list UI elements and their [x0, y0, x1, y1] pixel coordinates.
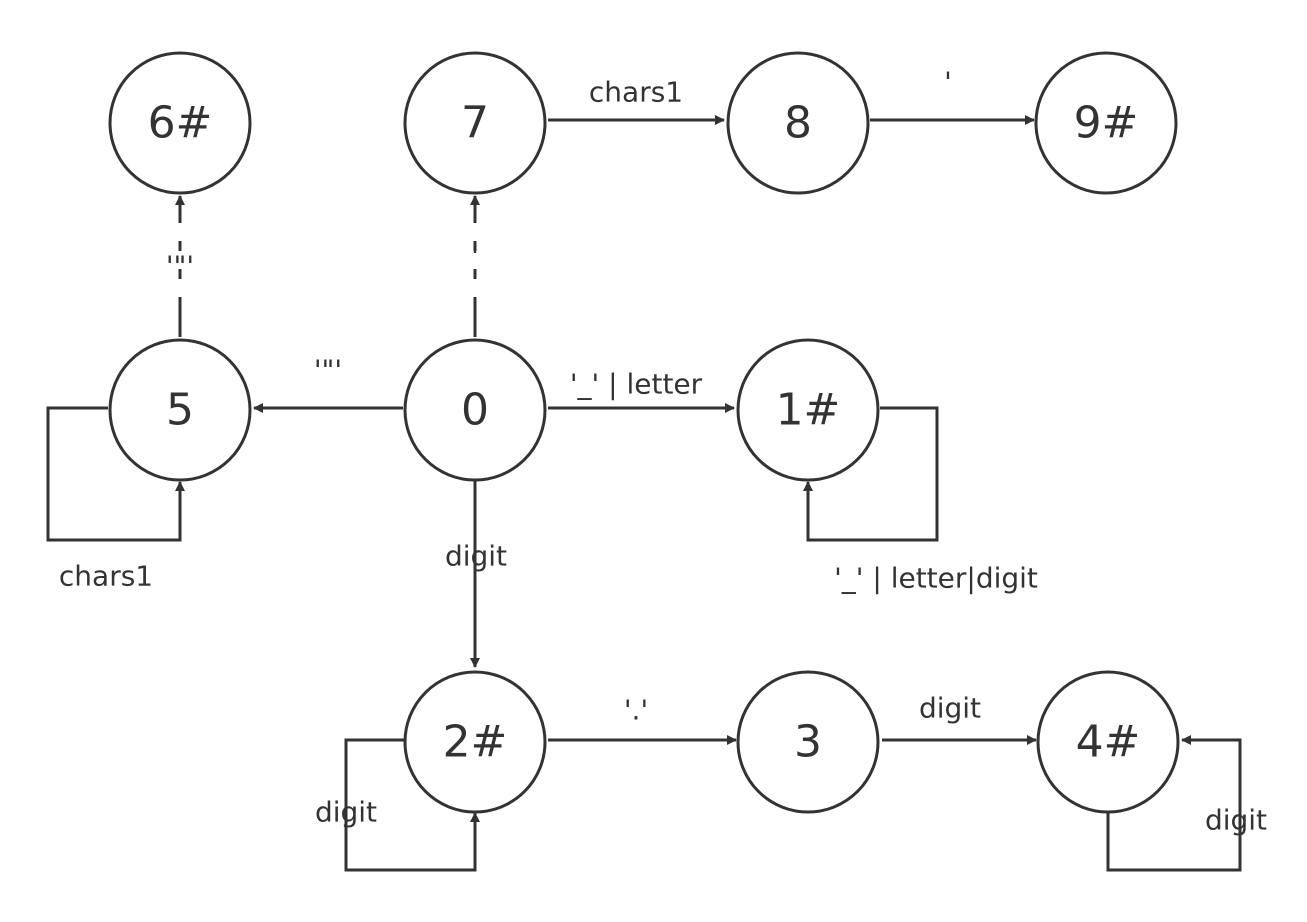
state-5: 5 — [108, 338, 252, 482]
state-7-label: 7 — [461, 98, 489, 149]
label-2-2: digit — [315, 796, 377, 829]
label-5-5: chars1 — [59, 560, 153, 593]
label-3-4: digit — [919, 692, 981, 725]
state-1: 1# — [736, 338, 880, 482]
state-8-label: 8 — [784, 98, 812, 149]
label-5-6: '"' — [166, 250, 194, 283]
label-8-9: ' — [944, 66, 952, 99]
label-4-4: digit — [1205, 804, 1267, 837]
label-2-3: '.' — [624, 694, 648, 727]
state-6-label: 6# — [148, 98, 213, 149]
state-3: 3 — [736, 670, 880, 814]
state-0-label: 0 — [461, 385, 489, 436]
state-6: 6# — [108, 51, 252, 195]
label-0-1: '_' | letter — [570, 368, 703, 401]
state-7: 7 — [403, 51, 547, 195]
label-0-7: ' — [471, 240, 479, 273]
state-9: 9# — [1034, 51, 1178, 195]
state-2: 2# — [403, 670, 547, 814]
edge-4-4 — [1106, 735, 1242, 872]
state-5-label: 5 — [166, 385, 194, 436]
state-8: 8 — [726, 51, 870, 195]
edge-5-5 — [46, 406, 185, 542]
label-0-2: digit — [445, 540, 507, 573]
state-0: 0 — [403, 338, 547, 482]
edge-1-1 — [803, 406, 939, 542]
label-7-8: chars1 — [589, 76, 683, 109]
label-0-5: '"' — [314, 354, 342, 387]
state-4: 4# — [1036, 670, 1180, 814]
state-9-label: 9# — [1074, 98, 1139, 149]
state-1-label: 1# — [776, 385, 841, 436]
edge-2-2 — [344, 738, 480, 872]
state-3-label: 3 — [794, 717, 822, 768]
state-4-label: 4# — [1076, 717, 1141, 768]
state-2-label: 2# — [443, 717, 508, 768]
label-1-1: '_' | letter|digit — [834, 562, 1038, 595]
